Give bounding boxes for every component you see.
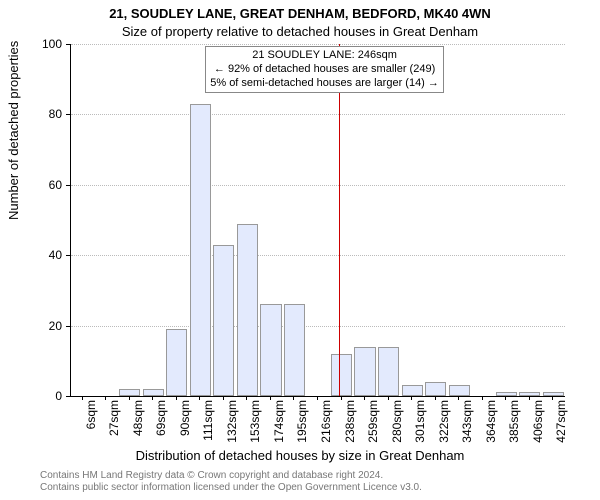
histogram-bar (143, 389, 164, 396)
histogram-bar (449, 385, 470, 396)
histogram-bar (425, 382, 446, 396)
y-axis-label: Number of detached properties (6, 41, 21, 220)
x-tick-mark (388, 396, 389, 400)
x-tick-mark (176, 396, 177, 400)
histogram-bar (213, 245, 234, 396)
histogram-bar (354, 347, 375, 396)
y-tick-label: 0 (0, 389, 62, 403)
plot-area: 21 SOUDLEY LANE: 246sqm← 92% of detached… (70, 44, 565, 397)
y-tick-label: 80 (0, 107, 62, 121)
footer-line-2: Contains public sector information licen… (40, 482, 580, 494)
gridline (71, 185, 565, 186)
chart-title-2: Size of property relative to detached ho… (0, 24, 600, 39)
x-axis-label: Distribution of detached houses by size … (0, 448, 600, 463)
histogram-bar (331, 354, 352, 396)
gridline (71, 44, 565, 45)
gridline (71, 326, 565, 327)
histogram-bar (237, 224, 258, 396)
y-tick-label: 40 (0, 248, 62, 262)
histogram-bar (378, 347, 399, 396)
x-tick-mark (317, 396, 318, 400)
x-tick-mark (341, 396, 342, 400)
gridline (71, 255, 565, 256)
infobox-line: 21 SOUDLEY LANE: 246sqm (210, 49, 439, 63)
x-tick-mark (270, 396, 271, 400)
x-tick-mark (529, 396, 530, 400)
reference-infobox: 21 SOUDLEY LANE: 246sqm← 92% of detached… (205, 46, 444, 93)
chart-title-1: 21, SOUDLEY LANE, GREAT DENHAM, BEDFORD,… (0, 6, 600, 21)
x-tick-mark (364, 396, 365, 400)
infobox-line: ← 92% of detached houses are smaller (24… (210, 63, 439, 77)
x-tick-mark (223, 396, 224, 400)
histogram-bar (260, 304, 281, 396)
footer-line-1: Contains HM Land Registry data © Crown c… (40, 470, 580, 482)
histogram-bar (166, 329, 187, 396)
footer-attribution: Contains HM Land Registry data © Crown c… (40, 470, 580, 494)
x-tick-mark (458, 396, 459, 400)
y-tick-label: 100 (0, 37, 62, 51)
y-tick-label: 60 (0, 178, 62, 192)
x-tick-mark (482, 396, 483, 400)
histogram-bar (519, 392, 540, 396)
histogram-bar (190, 104, 211, 396)
histogram-bar (119, 389, 140, 396)
x-tick-mark (129, 396, 130, 400)
x-tick-mark (411, 396, 412, 400)
gridline (71, 114, 565, 115)
histogram-bar (402, 385, 423, 396)
x-tick-mark (435, 396, 436, 400)
x-tick-mark (82, 396, 83, 400)
reference-line (339, 44, 340, 396)
y-tick-label: 20 (0, 319, 62, 333)
infobox-line: 5% of semi-detached houses are larger (1… (210, 77, 439, 91)
histogram-bar (284, 304, 305, 396)
